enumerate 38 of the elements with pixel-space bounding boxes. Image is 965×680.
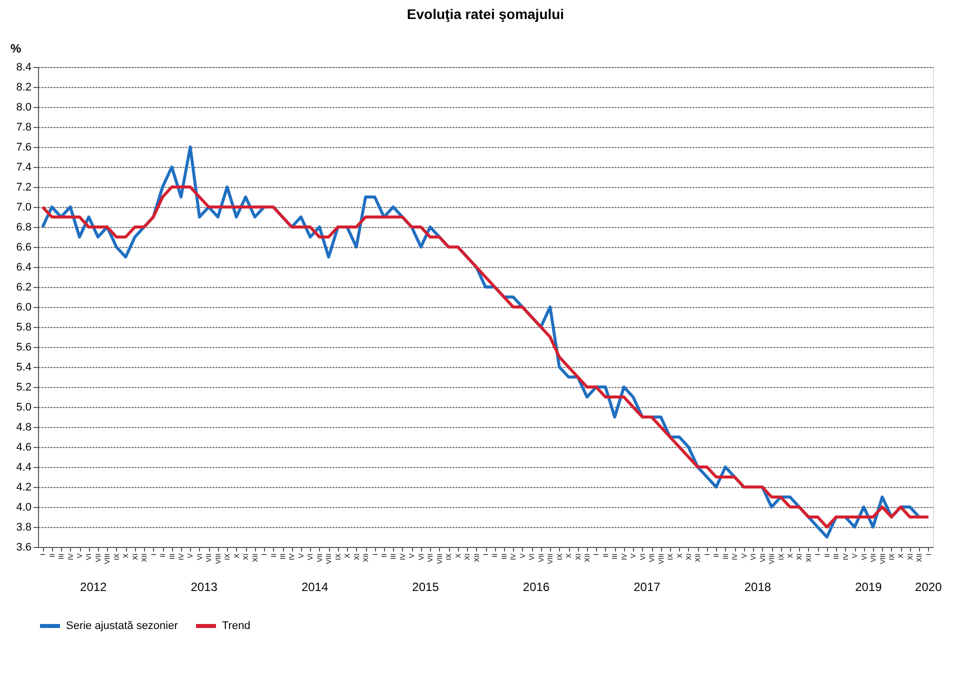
y-axis-title: %: [10, 42, 22, 56]
y-tick-label: 6.8: [16, 222, 32, 234]
text: 2020: [915, 580, 942, 594]
y-tick-label: 6.4: [16, 262, 32, 274]
y-tick-label: 7.4: [16, 162, 32, 174]
y-tick-label: 3.8: [16, 522, 32, 534]
y-tick-label: 5.6: [16, 342, 32, 354]
y-tick-label: 4.8: [16, 422, 32, 434]
y-tick-label: 7.2: [16, 182, 32, 194]
y-tick-label: 3.6: [16, 542, 32, 554]
y-tick-label: 6.6: [16, 242, 32, 254]
y-tick-label: 8.4: [16, 62, 32, 74]
text: 2015: [412, 580, 440, 594]
y-tick-label: 7.0: [16, 202, 32, 214]
y-tick-label: 8.2: [16, 82, 32, 94]
y-tick-label: 4.4: [16, 462, 32, 474]
text: 2016: [522, 580, 550, 594]
text: 2018: [744, 580, 772, 594]
text: 2019: [855, 580, 882, 594]
y-tick-label: 4.6: [16, 442, 32, 454]
y-tick-label: 7.6: [16, 142, 32, 154]
chart-title: Evoluţia ratei şomajului: [406, 6, 564, 22]
y-tick-label: 8.0: [16, 102, 32, 114]
legend-label: Trend: [222, 620, 250, 632]
y-tick-label: 4.2: [16, 482, 32, 494]
y-tick-label: 5.8: [16, 322, 32, 334]
text: 2014: [301, 580, 328, 594]
y-tick-label: 6.2: [16, 282, 32, 294]
y-tick-label: 5.4: [16, 362, 32, 374]
text: 2012: [80, 580, 108, 594]
y-tick-label: 4.0: [16, 502, 32, 514]
text: 2013: [190, 580, 218, 594]
text: 2017: [634, 580, 661, 594]
y-tick-label: 6.0: [16, 302, 32, 314]
y-tick-label: 5.0: [16, 402, 32, 414]
y-tick-label: 5.2: [16, 382, 32, 394]
y-tick-label: 7.8: [16, 122, 32, 134]
legend-label: Serie ajustată sezonier: [66, 620, 178, 632]
